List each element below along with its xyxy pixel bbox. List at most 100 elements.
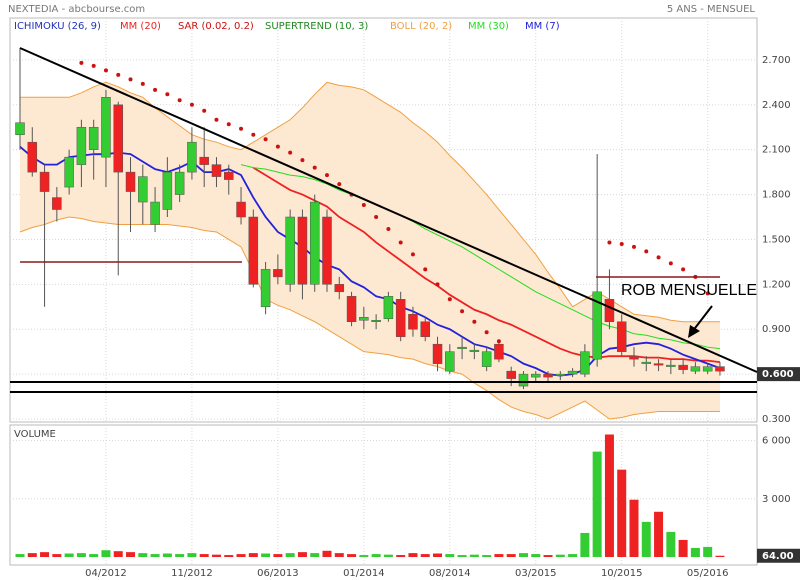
candle-body bbox=[346, 296, 357, 322]
candle-body bbox=[236, 201, 246, 218]
arrow-head bbox=[688, 325, 700, 338]
x-tick-label: 06/2013 bbox=[257, 568, 299, 579]
candle-body bbox=[616, 321, 627, 352]
candle-body bbox=[518, 373, 529, 387]
candle-body bbox=[187, 141, 197, 173]
volume-bar bbox=[568, 554, 578, 557]
value-tag bbox=[757, 367, 800, 382]
sar-dot bbox=[325, 173, 329, 178]
volume-bar bbox=[371, 554, 381, 557]
legend-entry: MM (30) bbox=[468, 21, 509, 32]
volume-bar bbox=[310, 553, 320, 557]
sar-dot bbox=[79, 60, 84, 65]
sar-dot bbox=[226, 122, 231, 127]
volume-bar bbox=[248, 553, 258, 557]
sar-dot bbox=[288, 150, 293, 155]
sar-dot bbox=[239, 126, 244, 131]
sar-dot bbox=[644, 249, 649, 254]
volume-bar bbox=[604, 434, 614, 557]
sar-dot bbox=[496, 339, 501, 344]
y-tick-label: 2.400 bbox=[762, 100, 791, 111]
volume-bar bbox=[678, 539, 688, 557]
candle-body bbox=[383, 296, 394, 320]
candle-body bbox=[395, 299, 406, 337]
volume-bar bbox=[482, 555, 492, 557]
volume-bar bbox=[236, 554, 246, 557]
candle-body bbox=[150, 201, 160, 225]
volume-bar bbox=[543, 555, 553, 557]
volume-bar bbox=[654, 511, 664, 557]
candle-body bbox=[371, 320, 381, 322]
sar-dot bbox=[668, 261, 673, 266]
sar-dot bbox=[165, 92, 170, 97]
candle-body bbox=[715, 366, 725, 372]
indicator-line bbox=[19, 145, 721, 377]
volume-bar bbox=[285, 553, 295, 557]
sar-dot bbox=[447, 297, 452, 302]
value-tag-label: 64.00 bbox=[762, 551, 794, 562]
candle-body bbox=[543, 373, 553, 378]
sar-dot bbox=[632, 244, 636, 249]
sar-dot bbox=[177, 98, 182, 103]
candle-body bbox=[604, 299, 615, 322]
volume-bar bbox=[199, 554, 209, 557]
sar-dot bbox=[140, 81, 145, 86]
legend-entry: SAR (0.02, 0.2) bbox=[178, 21, 254, 32]
volume-bar bbox=[690, 547, 700, 557]
volume-bar bbox=[334, 553, 344, 557]
candle-body bbox=[88, 126, 99, 150]
candle-body bbox=[285, 216, 295, 285]
candle-body bbox=[457, 346, 467, 349]
candle-body bbox=[592, 291, 602, 360]
candle-body bbox=[481, 351, 492, 367]
candle-body bbox=[211, 164, 222, 177]
annotation: ROB MENSUELLE bbox=[621, 282, 757, 299]
volume-bar bbox=[506, 554, 516, 557]
sar-dot bbox=[386, 226, 391, 231]
y-tick-label: 6 000 bbox=[762, 436, 791, 447]
y-tick-label: 2.700 bbox=[762, 55, 791, 66]
volume-bar bbox=[457, 555, 467, 557]
sar-dot bbox=[607, 240, 612, 245]
sar-dot bbox=[681, 267, 686, 272]
volume-bar bbox=[592, 451, 602, 557]
volume-bar bbox=[52, 554, 62, 557]
candle-body bbox=[273, 269, 283, 278]
legend-entry: MM (7) bbox=[525, 21, 560, 32]
x-tick-label: 08/2014 bbox=[429, 568, 471, 579]
volume-bar bbox=[224, 555, 234, 557]
volume-bar bbox=[555, 554, 565, 557]
volume-bar bbox=[150, 554, 160, 557]
volume-label: VOLUME bbox=[14, 429, 56, 440]
sar-dot bbox=[460, 309, 465, 314]
sar-dot bbox=[263, 137, 268, 142]
candle-body bbox=[666, 364, 676, 367]
candle-body bbox=[322, 216, 332, 285]
x-tick-label: 04/2012 bbox=[85, 568, 127, 579]
volume-bar bbox=[27, 553, 37, 557]
y-tick-label: 1.200 bbox=[762, 279, 791, 290]
candle-body bbox=[420, 321, 430, 337]
legend-entry: SUPERTREND (10, 3) bbox=[265, 21, 368, 32]
sar-dot bbox=[214, 117, 219, 122]
volume-bar bbox=[261, 553, 271, 557]
y-tick-label: 2.100 bbox=[762, 145, 791, 156]
candle-body bbox=[690, 366, 701, 372]
candle-body bbox=[678, 364, 688, 370]
volume-bar bbox=[641, 521, 651, 557]
candle-body bbox=[52, 197, 62, 210]
x-tick-label: 10/2015 bbox=[601, 568, 643, 579]
volume-bar bbox=[359, 555, 369, 557]
sar-dot bbox=[312, 165, 317, 170]
chart-title: NEXTEDIA - abcbourse.com bbox=[8, 4, 145, 15]
candle-body bbox=[494, 343, 504, 360]
candle-body bbox=[113, 104, 123, 173]
candle-body bbox=[432, 343, 443, 364]
value-tag bbox=[757, 548, 800, 563]
volume-bar bbox=[322, 550, 332, 557]
volume-bar bbox=[187, 553, 197, 557]
candle-body bbox=[309, 201, 320, 285]
volume-bar bbox=[715, 555, 725, 557]
